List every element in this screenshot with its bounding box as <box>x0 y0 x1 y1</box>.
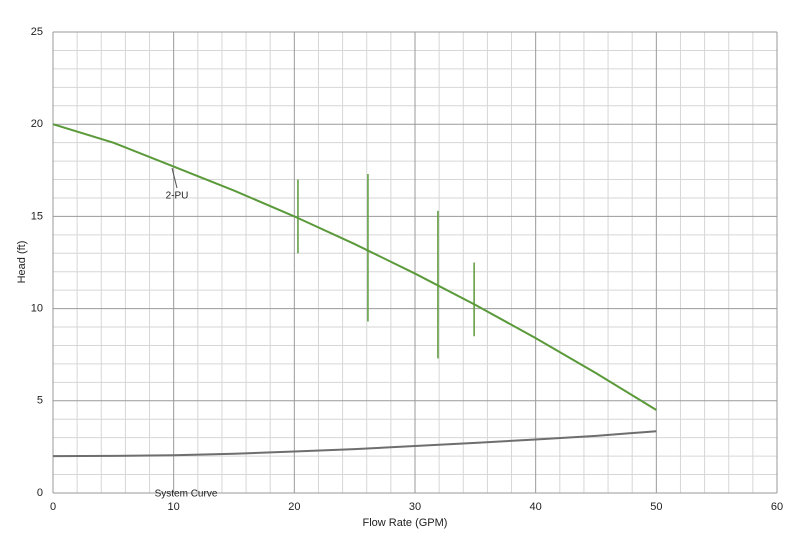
series-label: System Curve <box>155 489 218 500</box>
x-tick-label: 30 <box>409 501 421 513</box>
y-tick-label: 5 <box>37 395 43 407</box>
x-tick-label: 20 <box>288 501 300 513</box>
y-tick-label: 15 <box>31 210 43 222</box>
x-tick-label: 10 <box>168 501 180 513</box>
series-line <box>52 123 657 411</box>
y-axis-label: Head (ft) <box>16 241 28 284</box>
y-tick-label: 0 <box>37 487 43 499</box>
x-tick-label: 60 <box>771 501 783 513</box>
y-tick-label: 10 <box>31 303 43 315</box>
series-line <box>52 430 657 458</box>
leader-line <box>171 167 178 189</box>
x-axis-label: Flow Rate (GPM) <box>363 517 448 529</box>
x-tick-label: 40 <box>530 501 542 513</box>
x-tick-label: 0 <box>50 501 56 513</box>
y-tick-label: 25 <box>31 26 43 38</box>
y-tick-label: 20 <box>31 118 43 130</box>
x-tick-label: 50 <box>650 501 662 513</box>
series-label: 2-PU <box>166 191 189 202</box>
